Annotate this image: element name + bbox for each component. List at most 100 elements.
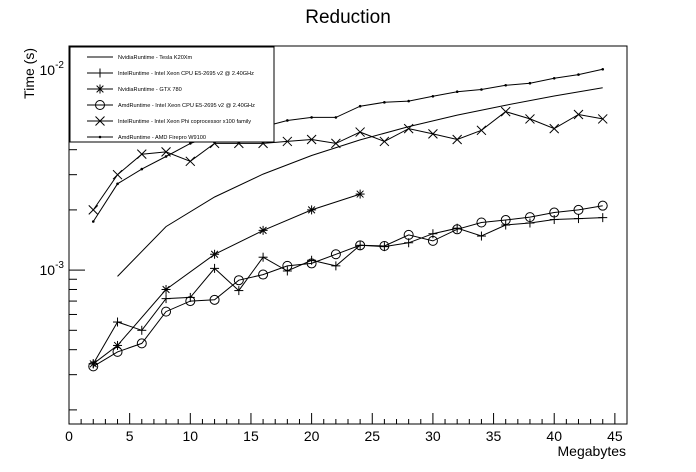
data-point xyxy=(282,266,292,276)
data-point xyxy=(549,123,560,134)
data-point xyxy=(234,286,244,296)
data-point xyxy=(549,207,560,218)
data-point xyxy=(476,231,486,241)
x-tick-label: 45 xyxy=(607,428,623,444)
series-line xyxy=(93,205,603,367)
legend-marker xyxy=(95,116,105,126)
data-point xyxy=(112,169,123,180)
series-line xyxy=(92,68,603,222)
chart-title: Reduction xyxy=(305,7,391,28)
series-0 xyxy=(117,87,603,277)
x-tick-label: 30 xyxy=(425,428,441,444)
data-point xyxy=(210,263,220,273)
data-point xyxy=(210,249,220,259)
data-point xyxy=(597,114,608,124)
data-point xyxy=(233,275,244,286)
data-point xyxy=(427,235,438,246)
data-point xyxy=(358,104,362,108)
legend-marker xyxy=(95,100,105,110)
data-point xyxy=(282,260,293,271)
legend-label: IntelRuntime - Intel Xeon CPU E5-2695 v2… xyxy=(118,71,254,77)
data-point xyxy=(504,83,507,87)
data-point xyxy=(601,67,605,71)
data-point xyxy=(355,189,365,199)
data-point xyxy=(189,142,192,145)
data-point xyxy=(310,116,313,119)
data-point xyxy=(480,88,483,91)
data-point xyxy=(528,81,532,85)
x-tick-label: 40 xyxy=(546,428,562,444)
data-point xyxy=(258,269,269,280)
x-tick-label: 15 xyxy=(243,428,259,444)
legend-label: AmdRuntime - AMD Firepro W9100 xyxy=(118,135,206,141)
data-point xyxy=(282,136,293,147)
data-point xyxy=(403,123,414,134)
data-point xyxy=(161,284,171,294)
data-point xyxy=(136,338,147,349)
data-point xyxy=(452,134,463,145)
data-point xyxy=(573,109,584,120)
data-point xyxy=(428,129,438,139)
data-point xyxy=(525,114,535,124)
series-2 xyxy=(88,189,365,369)
series-line xyxy=(92,217,603,365)
data-point xyxy=(331,138,341,149)
y-axis-title: Time (s) xyxy=(21,48,37,99)
x-axis-title: Megabytes xyxy=(558,443,626,459)
series-3 xyxy=(88,200,608,372)
x-tick-label: 25 xyxy=(364,428,380,444)
data-point xyxy=(355,127,365,137)
legend-label: IntelRuntime - Intel Xeon Phi coprocesso… xyxy=(118,119,251,125)
data-point xyxy=(577,73,580,76)
x-tick-label: 5 xyxy=(126,428,134,444)
y-tick-label: 10-2 xyxy=(40,60,65,78)
data-point xyxy=(306,134,317,145)
data-point xyxy=(598,213,608,223)
series-5 xyxy=(91,67,605,223)
data-point xyxy=(573,214,583,224)
data-point xyxy=(549,215,559,225)
data-point xyxy=(552,77,556,80)
legend-label: NvidiaRuntime - Tesla K20Xm xyxy=(118,55,193,61)
data-point xyxy=(306,258,317,269)
legend-marker xyxy=(95,68,105,78)
data-point xyxy=(428,229,438,239)
data-point xyxy=(455,90,459,93)
data-point xyxy=(286,119,289,122)
data-point xyxy=(597,200,608,211)
data-point xyxy=(164,155,168,158)
data-point xyxy=(573,204,584,215)
data-point xyxy=(161,294,171,304)
data-point xyxy=(112,346,123,357)
data-point xyxy=(355,240,366,251)
data-point xyxy=(334,116,338,119)
data-point xyxy=(476,217,487,228)
data-point xyxy=(330,249,341,260)
x-tick-label: 10 xyxy=(183,428,199,444)
data-point xyxy=(524,212,535,223)
data-point xyxy=(331,261,341,271)
data-point xyxy=(403,229,414,240)
data-point xyxy=(116,182,119,186)
data-point xyxy=(91,220,95,223)
data-point xyxy=(258,252,268,262)
y-tick-label: 10-3 xyxy=(40,260,65,278)
data-point xyxy=(258,225,268,235)
legend-marker xyxy=(98,135,102,139)
data-point xyxy=(209,294,220,305)
x-tick-label: 0 xyxy=(65,428,73,444)
data-point xyxy=(88,361,99,372)
legend-label: NvidiaRuntime - GTX 780 xyxy=(118,87,182,93)
series-line xyxy=(92,111,603,211)
legend-label: AmdRuntime - Intel Xeon CPU E5-2695 v2 @… xyxy=(118,103,255,109)
data-point xyxy=(136,149,147,160)
data-point xyxy=(501,220,511,230)
data-point xyxy=(383,101,386,104)
data-point xyxy=(452,224,463,235)
data-point xyxy=(525,218,535,228)
legend-box xyxy=(69,46,275,143)
data-point xyxy=(185,296,196,307)
data-point xyxy=(113,317,123,327)
data-point xyxy=(500,106,511,117)
